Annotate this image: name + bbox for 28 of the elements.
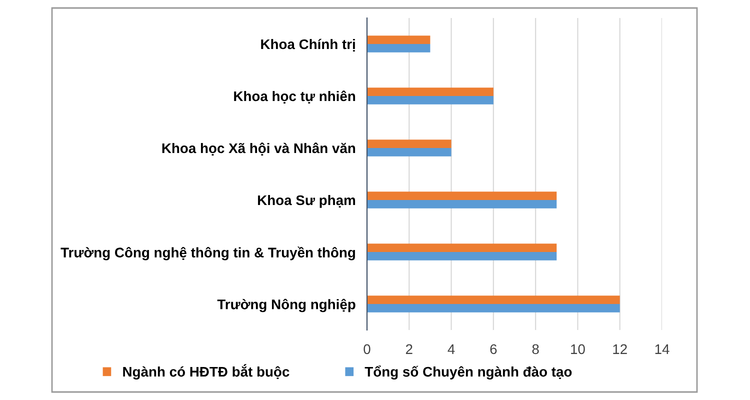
x-tick-label: 6 — [490, 344, 497, 354]
x-tick-label: 4 — [448, 344, 455, 354]
x-tick-label: 12 — [613, 344, 627, 354]
x-tick-label: 2 — [406, 344, 412, 354]
bar — [367, 304, 620, 312]
x-tick-label: 14 — [655, 344, 670, 354]
x-tick-label: 10 — [571, 344, 585, 354]
bar — [367, 88, 494, 96]
y-tick-label: Khoa Chính trị — [261, 38, 355, 52]
bar — [367, 192, 557, 200]
legend-label: Tổng số Chuyên ngành đào tạo — [364, 365, 572, 380]
bar — [367, 252, 557, 260]
bar — [367, 148, 452, 156]
bar — [367, 44, 430, 52]
x-tick-label: 0 — [364, 344, 370, 354]
bar — [367, 296, 620, 304]
y-tick-label: Trường Nông nghiệp — [217, 298, 356, 312]
bar — [367, 140, 452, 148]
y-tick-label: Khoa học tự nhiên — [234, 90, 356, 104]
y-tick-label: Khoa Sư phạm — [258, 194, 356, 208]
y-tick-label: Khoa học Xã hội và Nhân văn — [162, 142, 356, 156]
bar — [367, 244, 557, 252]
bar — [367, 96, 494, 104]
y-tick-label: Trường Công nghệ thông tin & Truyền thông — [60, 246, 355, 260]
bar — [367, 200, 557, 208]
legend-label: Ngành có HĐTĐ bắt buộc — [123, 364, 290, 380]
bar — [367, 36, 430, 44]
x-tick-label: 8 — [532, 344, 539, 354]
